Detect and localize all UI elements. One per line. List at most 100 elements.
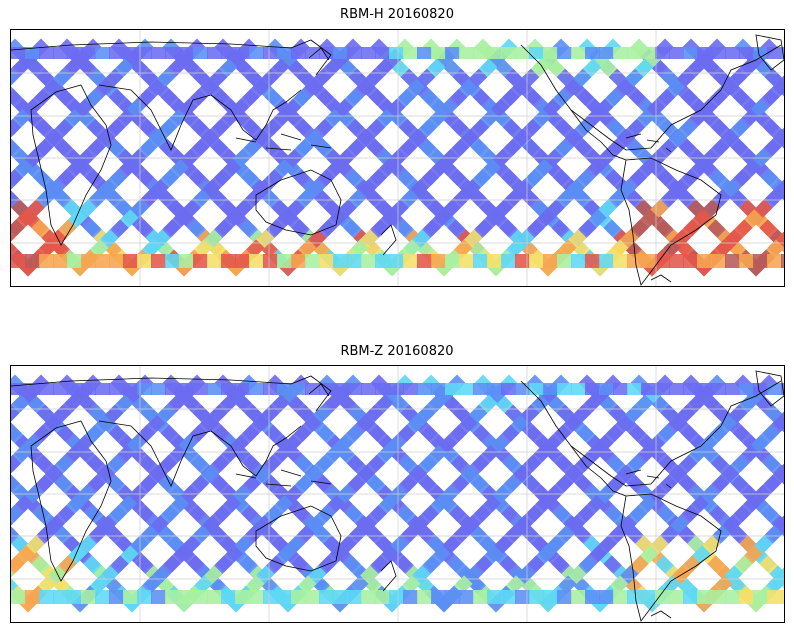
coastline-arabia-india (98, 84, 212, 151)
orbit-strip-cell (25, 254, 40, 268)
orbit-strip-cell (445, 383, 460, 395)
orbit-strip-cell (305, 47, 320, 59)
orbit-strip-cell (529, 254, 544, 268)
orbit-strip-cell (333, 383, 348, 395)
orbit-strip-cell (263, 47, 278, 59)
orbit-strip-cell (361, 47, 376, 59)
orbit-strip-cell (11, 590, 26, 604)
orbit-strip-cell (669, 383, 684, 395)
orbit-strip-cell (165, 254, 180, 268)
orbit-strip-cell (67, 254, 82, 268)
orbit-strip-cell (347, 47, 362, 59)
coastline-south-america (620, 157, 722, 286)
orbit-strip-cell (571, 47, 586, 59)
orbit-strip-cell (725, 47, 740, 59)
orbit-strip-cell (515, 590, 530, 604)
orbit-strip-cell (781, 383, 784, 395)
orbit-strip-cell (291, 383, 306, 395)
orbit-strip-cell (81, 47, 96, 59)
orbit-strip-cell (207, 383, 222, 395)
orbit-strip-cell (291, 590, 306, 604)
panel-title-rbm-h: RBM-H 20160820 (340, 7, 454, 22)
orbit-strip-cell (753, 47, 768, 59)
orbit-strip-cell (459, 254, 474, 268)
coastline-new-zealand (380, 560, 397, 592)
orbit-strip-cell (193, 254, 208, 268)
orbit-strip-cell (515, 254, 530, 268)
orbit-strip-cell (403, 383, 418, 395)
orbit-strip-cell (487, 254, 502, 268)
orbit-strip-cell (193, 590, 208, 604)
map-panel-rbm-z (10, 365, 785, 623)
orbit-track-segment (11, 555, 25, 578)
coastline-antarctic-peninsula (650, 274, 672, 283)
orbit-strip-cell (221, 47, 236, 59)
orbit-strip-cell (361, 254, 376, 268)
orbit-strip-cell (431, 47, 446, 59)
orbit-strip-cell (305, 383, 320, 395)
orbit-strip-cell (151, 254, 166, 268)
orbit-strip-cell (277, 254, 292, 268)
orbit-strip-cell (403, 254, 418, 268)
orbit-strip-cell (11, 254, 26, 268)
orbit-strip-cell (263, 254, 278, 268)
orbit-strip-cell (473, 47, 488, 59)
orbit-strip-cell (487, 590, 502, 604)
orbit-strip-cell (403, 590, 418, 604)
orbit-strip-cell (53, 590, 68, 604)
orbit-strip-cell (543, 590, 558, 604)
orbit-strip-cell (599, 47, 614, 59)
orbit-strip-cell (277, 383, 292, 395)
orbit-strip-cell (725, 590, 740, 604)
orbit-track-segment (11, 169, 23, 190)
orbit-strip-cell (781, 254, 784, 268)
orbit-strip-cell (165, 383, 180, 395)
orbit-strip-cell (753, 590, 768, 604)
orbit-strip-cell (655, 590, 670, 604)
orbit-strip-cell (249, 590, 264, 604)
coastline-southeast-asia (210, 89, 302, 141)
coastline-north-america-east (650, 380, 782, 485)
coastline-north-america-east (650, 44, 782, 149)
orbit-strip-cell (585, 254, 600, 268)
orbit-strip-cell (249, 254, 264, 268)
orbit-strip-cell (487, 383, 502, 395)
orbit-strip-cell (81, 254, 96, 268)
orbit-strip-cell (697, 254, 712, 268)
orbit-strip-cell (599, 254, 614, 268)
orbit-strip-cell (347, 590, 362, 604)
orbit-strip-cell (655, 47, 670, 59)
orbit-strip-cell (417, 47, 432, 59)
orbit-strip-cell (249, 47, 264, 59)
orbit-strip-cell (95, 383, 110, 395)
orbit-strip-cell (375, 254, 390, 268)
orbit-strip-cell (543, 383, 558, 395)
coastline-japan (308, 383, 330, 397)
orbit-strip-cell (235, 590, 250, 604)
orbit-strip-cell (389, 254, 404, 268)
orbit-strip-cell (501, 254, 516, 268)
orbit-strip-cell (249, 383, 264, 395)
orbit-strip-cell (277, 590, 292, 604)
orbit-strip-cell (389, 383, 404, 395)
orbit-strip-cell (487, 47, 502, 59)
orbit-strip-cell (543, 254, 558, 268)
orbit-strip-cell (361, 590, 376, 604)
orbit-strip-cell (179, 383, 194, 395)
orbit-strip-cell (641, 47, 656, 59)
orbit-strip-cell (67, 590, 82, 604)
orbit-strip-cell (123, 47, 138, 59)
orbit-strip-cell (221, 254, 236, 268)
orbit-strip-cell (165, 47, 180, 59)
orbit-strip-cell (557, 47, 572, 59)
orbit-strip-cell (25, 47, 40, 59)
orbit-strip-cell (417, 590, 432, 604)
coastline-africa (30, 84, 112, 246)
coastline-indonesia (235, 133, 332, 151)
orbit-strip-cell (207, 47, 222, 59)
orbit-strip-cell (655, 383, 670, 395)
orbit-strip-cell (375, 47, 390, 59)
orbit-strip-cell (641, 254, 656, 268)
orbit-strip-cell (417, 383, 432, 395)
orbit-strip-cell (711, 383, 726, 395)
